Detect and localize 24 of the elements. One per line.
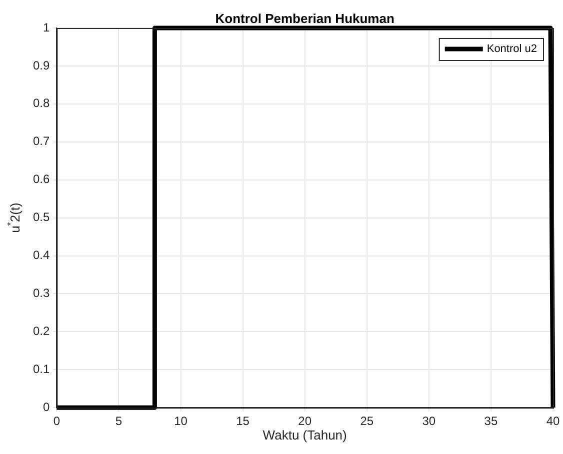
y-tick-label: 0.1 (32, 362, 50, 376)
x-tick-label: 35 (484, 414, 498, 428)
chart-title: Kontrol Pemberian Hukuman (215, 11, 394, 26)
x-tick-label: 25 (360, 414, 374, 428)
y-tick-label: 0.8 (32, 96, 50, 110)
y-tick-label: 0.2 (32, 324, 50, 338)
x-tick-label: 40 (546, 414, 560, 428)
legend-label: Kontrol u2 (486, 43, 538, 56)
x-tick-label: 5 (115, 414, 122, 428)
y-tick-label: 0 (42, 400, 50, 414)
y-tick-label: 0.5 (32, 210, 50, 224)
y-tick-label: 0.9 (32, 58, 50, 72)
y-axis-title: u*2(t) (5, 202, 23, 233)
y-tick-label: 0.6 (32, 172, 50, 186)
x-tick-label: 0 (53, 414, 60, 428)
x-tick-label: 20 (298, 414, 312, 428)
x-tick-label: 30 (422, 414, 436, 428)
y-tick-label: 0.3 (32, 286, 50, 300)
y-tick-label: 1 (42, 20, 50, 34)
y-tick-label: 0.7 (32, 134, 50, 148)
x-axis-title: Waktu (Tahun) (262, 428, 347, 443)
y-tick-label: 0.4 (32, 248, 50, 262)
x-tick-label: 15 (236, 414, 250, 428)
x-tick-label: 10 (174, 414, 188, 428)
